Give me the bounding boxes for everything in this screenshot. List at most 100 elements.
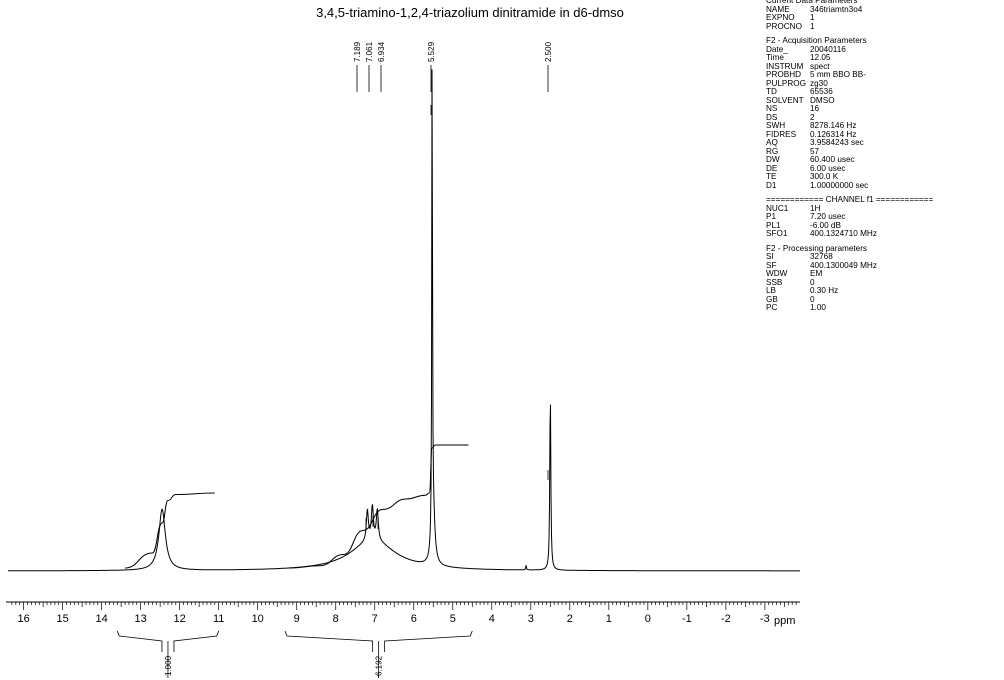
param-block-channel: ============ CHANNEL f1 ============ NUC1… <box>766 196 1004 239</box>
axis-unit-label: ppm <box>774 615 795 627</box>
param-name: Date_ <box>766 44 788 54</box>
integral-value: 6.192 <box>375 655 384 676</box>
axis-tick-label: 4 <box>489 613 495 625</box>
param-value: 1H <box>810 203 821 213</box>
param-row: DW 60.400 usec <box>766 155 1004 165</box>
param-name: PULPROG <box>766 78 807 88</box>
param-row: WDW EM <box>766 269 1004 279</box>
param-value: 65536 <box>810 87 833 96</box>
axis-tick-label: 2 <box>567 613 573 625</box>
param-value: zg30 <box>810 78 828 88</box>
axis-tick-label: -2 <box>721 613 731 625</box>
param-name: TD <box>766 87 777 96</box>
axis-tick-label: -3 <box>760 613 770 625</box>
param-row: GB 0 <box>766 294 1004 305</box>
param-name: GB <box>766 294 778 304</box>
param-value: 2 <box>810 112 815 122</box>
param-row: SI 32768 <box>766 252 1004 262</box>
param-row: EXPNO 1 <box>766 13 1004 23</box>
param-row: PROCNO 1 <box>766 21 1004 32</box>
param-heading: Current Data Parameters <box>766 0 858 5</box>
param-block-current: Current Data Parameters NAME 346triamtn3o4… <box>766 0 1004 31</box>
param-value: 0 <box>810 294 815 304</box>
param-row: TD 65536 <box>766 87 1004 97</box>
param-name: WDW <box>766 269 788 278</box>
param-value: DMSO <box>810 95 835 105</box>
axis-tick-label: 16 <box>17 613 29 625</box>
integral-curves <box>125 444 469 569</box>
param-name: TE <box>766 172 777 181</box>
axis-tick-label: 12 <box>174 613 186 625</box>
peak-labels: 7.189 7.061 6.934 5.529 2.500 <box>353 41 553 529</box>
param-row: SWH 8278.146 Hz <box>766 121 1004 131</box>
param-value: 400.1300049 MHz <box>810 260 877 270</box>
param-name: SI <box>766 252 774 261</box>
param-name: INSTRUM <box>766 61 804 71</box>
param-heading: F2 - Processing parameters <box>766 243 868 253</box>
param-name: SFO1 <box>766 229 788 238</box>
param-value: 16 <box>810 104 820 113</box>
param-value: 8278.146 Hz <box>810 121 857 130</box>
param-value: 5 mm BBO BB- <box>810 70 866 79</box>
param-value: 346triamtn3o4 <box>810 4 863 14</box>
param-value: 0.126314 Hz <box>810 129 857 139</box>
param-row: NS 16 <box>766 104 1004 114</box>
axis-tick-label: 11 <box>213 613 224 625</box>
param-name: NUC1 <box>766 203 789 213</box>
param-row: FIDRES 0.126314 Hz <box>766 129 1004 140</box>
param-row: AQ 3.9584243 sec <box>766 138 1004 148</box>
axis-tick-label: 6 <box>411 613 417 625</box>
axis-tick-label: 14 <box>96 613 108 625</box>
axis-tick-label: 3 <box>528 613 534 625</box>
param-value: 1.00000000 sec <box>810 180 869 190</box>
param-name: FIDRES <box>766 129 797 139</box>
integral-brackets: 1.000 6.192 <box>116 630 473 678</box>
param-name: PL1 <box>766 220 781 230</box>
param-row: DE 6.00 usec <box>766 163 1004 174</box>
param-name: AQ <box>766 138 778 147</box>
param-value: 6.00 usec <box>810 163 846 173</box>
param-name: PC <box>766 303 778 312</box>
param-value: EM <box>810 269 823 278</box>
param-row: PULPROG zg30 <box>766 78 1004 89</box>
param-value: 32768 <box>810 252 833 261</box>
param-row: PL1 -6.00 dB <box>766 220 1004 231</box>
param-name: SOLVENT <box>766 95 804 105</box>
param-name: PROBHD <box>766 70 802 79</box>
param-value: 20040116 <box>810 44 846 54</box>
param-name: LB <box>766 286 777 295</box>
param-value: 12.05 <box>810 53 831 62</box>
param-row: LB 0.30 Hz <box>766 286 1004 296</box>
spectrum-trace <box>8 69 800 572</box>
param-row: NAME 346triamtn3o4 <box>766 4 1004 15</box>
param-name: DS <box>766 112 778 122</box>
param-block-acquisition: F2 - Acquisition Parameters Date_ 20040116… <box>766 36 1004 191</box>
param-name: SSB <box>766 277 783 287</box>
param-row: DS 2 <box>766 112 1004 123</box>
param-name: DE <box>766 163 778 173</box>
param-name: SF <box>766 260 777 270</box>
integral-bracket <box>284 630 473 652</box>
param-row: D1 1.00000000 sec <box>766 180 1004 191</box>
param-row: SOLVENT DMSO <box>766 95 1004 106</box>
axis-tick-label: 13 <box>135 613 147 625</box>
axis-tick-label: 1 <box>606 613 612 625</box>
param-value: 400.1324710 MHz <box>810 229 877 238</box>
param-value: 1 <box>810 21 815 31</box>
param-row: SF 400.1300049 MHz <box>766 260 1004 271</box>
param-row: Time 12.05 <box>766 53 1004 63</box>
param-row: PROBHD 5 mm BBO BB- <box>766 70 1004 80</box>
param-value: 7.20 usec <box>810 212 846 221</box>
param-row: Date_ 20040116 <box>766 44 1004 55</box>
param-value: 0 <box>810 277 815 287</box>
param-name: DW <box>766 155 780 164</box>
param-value: spect <box>810 61 830 71</box>
param-value: 1 <box>810 13 815 22</box>
param-value: 0.30 Hz <box>810 286 839 295</box>
param-name: SWH <box>766 121 786 130</box>
param-block-processing: F2 - Processing parameters SI 32768 SF 400.1… <box>766 243 1004 313</box>
param-row: PC 1.00 <box>766 303 1004 313</box>
integral-curve <box>125 492 215 569</box>
param-value: 3.9584243 sec <box>810 138 864 147</box>
